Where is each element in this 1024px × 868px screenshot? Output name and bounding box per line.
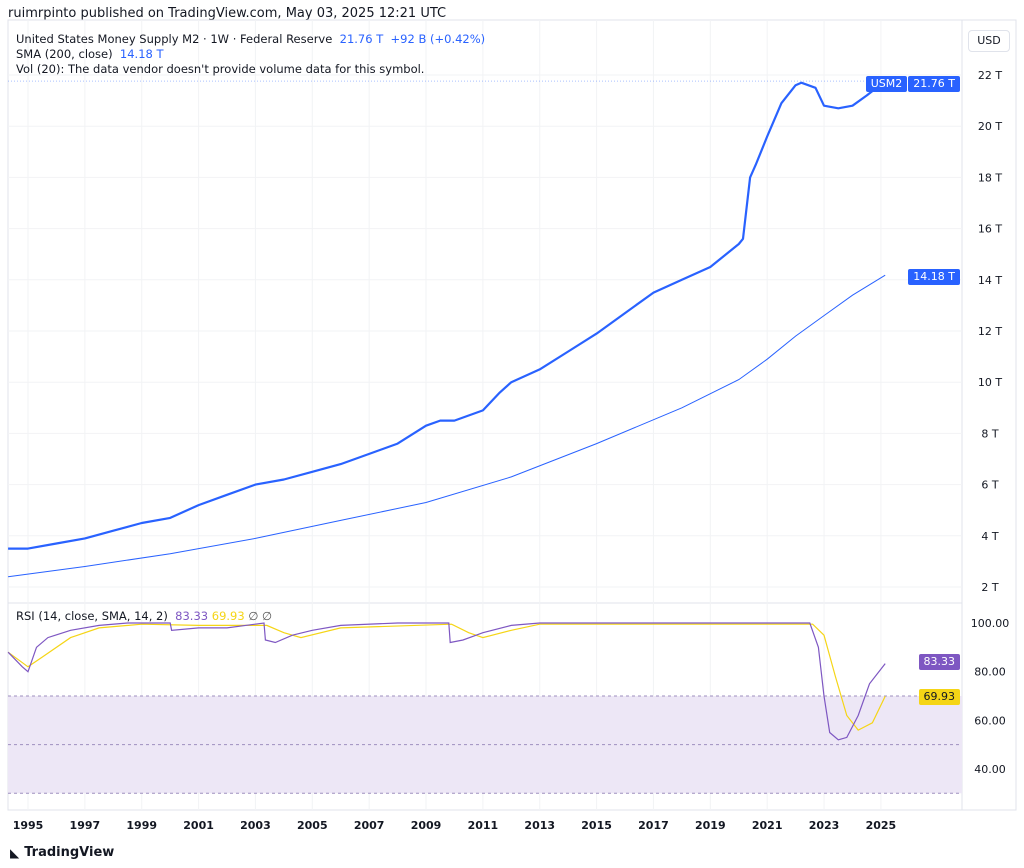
y-tick-label: 14 T (978, 274, 1002, 287)
tradingview-logo[interactable]: ◣ TradingView (10, 845, 114, 860)
rsi-tick-label: 40.00 (974, 763, 1006, 776)
x-tick-label: 2001 (183, 819, 214, 832)
brand-name: TradingView (24, 845, 115, 860)
rsi-tick-label: 60.00 (974, 714, 1006, 727)
rsi-sma-badge-row: 69.93 (918, 689, 960, 705)
rsi-legend[interactable]: RSI (14, close, SMA, 14, 2) 83.33 69.93 … (16, 609, 272, 623)
x-tick-label: 1995 (13, 819, 44, 832)
chart-frame (7, 19, 1017, 811)
symbol-badge: USM2 (865, 76, 908, 92)
x-tick-label: 1997 (70, 819, 101, 832)
empty-value-icon: ∅ (262, 609, 273, 623)
sma-line (8, 274, 886, 578)
x-tick-label: 2013 (524, 819, 555, 832)
sma-badge-row: 14.18 T (908, 269, 960, 285)
x-tick-label: 1999 (126, 819, 157, 832)
y-tick-label: 6 T (981, 479, 998, 492)
rsi-band (8, 695, 962, 794)
x-tick-label: 2023 (809, 819, 840, 832)
publish-info: ruimrpinto published on TradingView.com,… (8, 6, 447, 21)
rsi-badge-row: 83.33 (918, 654, 960, 670)
x-tick-label: 2021 (752, 819, 783, 832)
sma-legend[interactable]: SMA (200, close) 14.18 T (16, 47, 164, 61)
y-tick-label: 20 T (978, 120, 1002, 133)
symbol-title: United States Money Supply M2 · 1W · Fed… (16, 32, 333, 46)
y-tick-label: 18 T (978, 171, 1002, 184)
rsi-value: 83.33 (175, 609, 209, 623)
y-tick-label: 22 T (978, 69, 1002, 82)
rsi-label: RSI (14, close, SMA, 14, 2) (16, 609, 168, 623)
m2-price-line (8, 80, 886, 550)
x-tick-label: 2019 (695, 819, 726, 832)
y-tick-label: 10 T (978, 376, 1002, 389)
x-tick-label: 2009 (411, 819, 442, 832)
last-value: 21.76 T (339, 32, 384, 46)
sma-label: SMA (200, close) (16, 47, 113, 61)
rsi-line (7, 622, 886, 741)
sma-badge: 14.18 T (908, 269, 960, 285)
rsi-tick-label: 100.00 (971, 617, 1010, 630)
x-tick-label: 2007 (354, 819, 385, 832)
y-tick-label: 4 T (981, 530, 998, 543)
sma-value: 14.18 T (119, 47, 164, 61)
rsi-sma-line (7, 623, 886, 731)
x-tick-label: 2003 (240, 819, 271, 832)
vol-legend: Vol (20): The data vendor doesn't provid… (16, 62, 425, 76)
main-legend: United States Money Supply M2 · 1W · Fed… (16, 32, 485, 46)
last-price-badges: USM2 21.76 T (865, 76, 960, 92)
rsi-badge: 83.33 (918, 654, 960, 670)
change-value: +92 B (+0.42%) (390, 32, 486, 46)
x-tick-label: 2005 (297, 819, 328, 832)
y-tick-label: 16 T (978, 223, 1002, 236)
tv-logo-icon: ◣ (10, 845, 20, 860)
x-tick-label: 2017 (638, 819, 669, 832)
price-badge: 21.76 T (908, 76, 960, 92)
rsi-sma-badge: 69.93 (918, 689, 960, 705)
rsi-sma-value: 69.93 (211, 609, 245, 623)
x-tick-label: 2015 (581, 819, 612, 832)
y-tick-label: 2 T (981, 581, 998, 594)
y-tick-label: 8 T (981, 427, 998, 440)
x-tick-label: 2025 (866, 819, 897, 832)
rsi-tick-label: 80.00 (974, 666, 1006, 679)
currency-button[interactable]: USD (968, 30, 1010, 52)
empty-value-icon: ∅ (248, 609, 259, 623)
y-tick-label: 12 T (978, 325, 1002, 338)
x-tick-label: 2011 (468, 819, 499, 832)
